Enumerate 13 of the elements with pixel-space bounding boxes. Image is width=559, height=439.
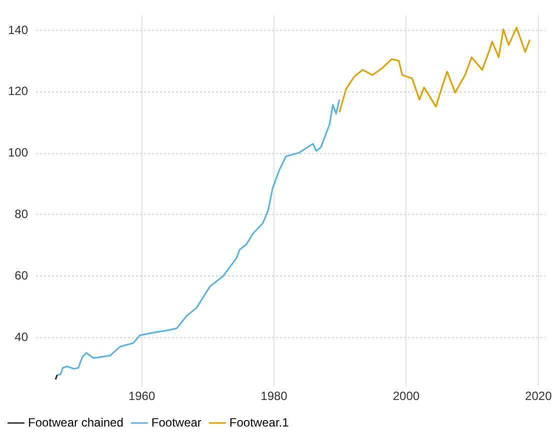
y-tick-label: 40	[14, 330, 28, 344]
y-tick-label: 140	[8, 22, 28, 37]
legend-label: Footwear chained	[28, 415, 124, 430]
x-tick-label: 1980	[260, 389, 288, 404]
x-tick-label: 2020	[525, 389, 552, 404]
legend-label: Footwear.1	[229, 415, 290, 430]
y-tick-label: 80	[14, 207, 28, 222]
x-tick-label: 2000	[392, 389, 420, 404]
y-tick-label: 60	[14, 268, 28, 282]
y-tick-label: 100	[8, 146, 28, 160]
y-tick-label: 120	[8, 84, 28, 98]
legend-label: Footwear	[151, 415, 202, 430]
x-tick-label: 1960	[128, 389, 156, 404]
